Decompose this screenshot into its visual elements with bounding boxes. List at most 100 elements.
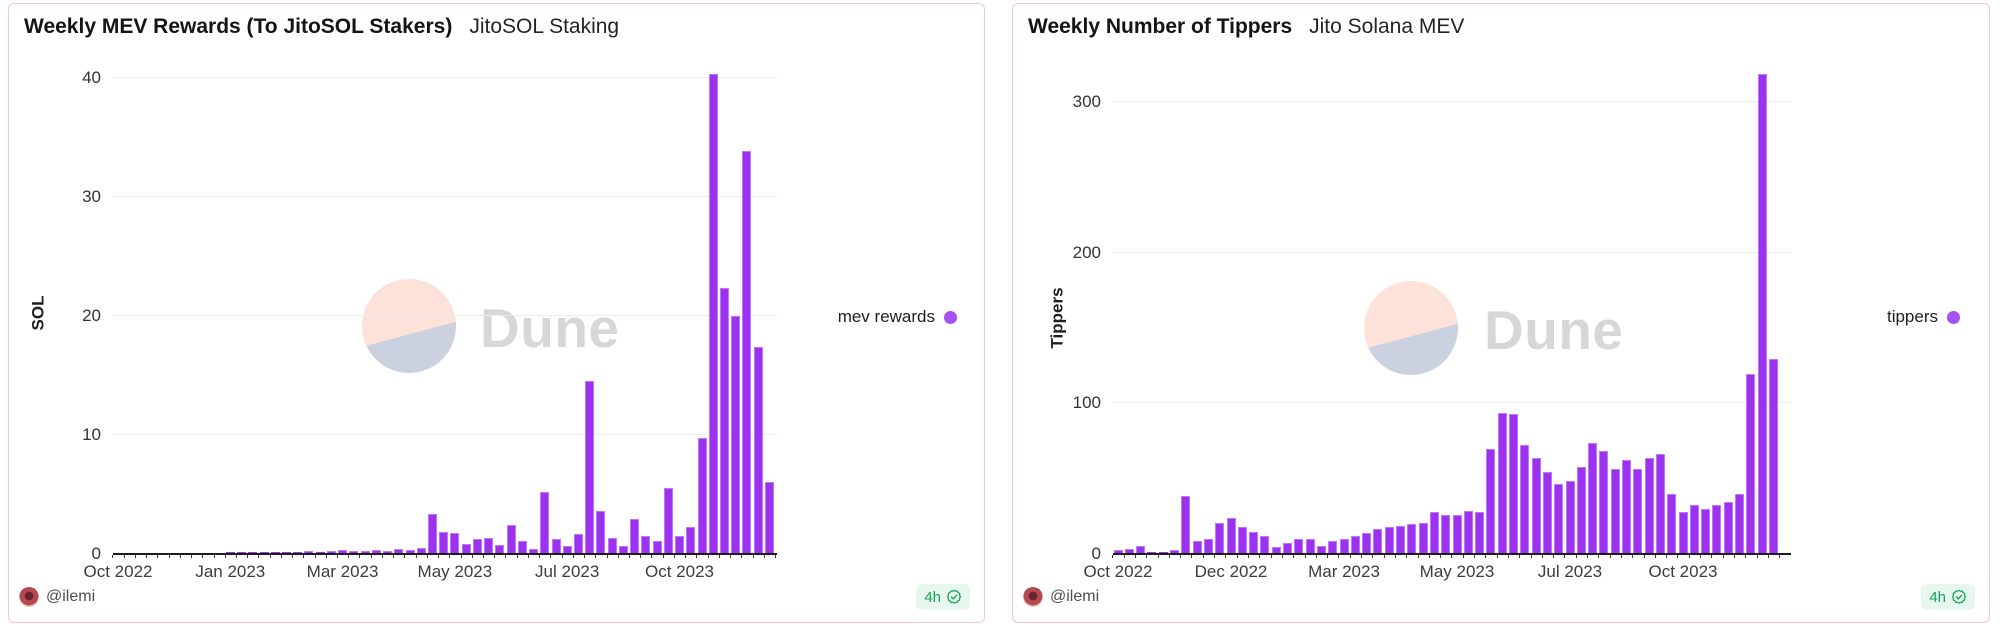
- bar[interactable]: [237, 552, 246, 553]
- bar[interactable]: [697, 437, 707, 553]
- bar[interactable]: [1305, 539, 1315, 553]
- bar[interactable]: [484, 537, 494, 553]
- bar[interactable]: [304, 551, 314, 553]
- bar[interactable]: [1418, 522, 1428, 553]
- bar[interactable]: [1373, 528, 1383, 553]
- bar[interactable]: [315, 551, 325, 553]
- bar[interactable]: [1441, 515, 1451, 553]
- bar[interactable]: [1362, 533, 1372, 553]
- bar[interactable]: [1124, 548, 1134, 553]
- bar[interactable]: [1712, 504, 1722, 553]
- bar[interactable]: [495, 544, 505, 553]
- bar[interactable]: [1283, 542, 1292, 553]
- bar[interactable]: [1735, 494, 1744, 553]
- bar[interactable]: [1158, 551, 1168, 553]
- bar[interactable]: [1497, 412, 1507, 553]
- bar[interactable]: [1339, 539, 1349, 553]
- bar[interactable]: [1294, 539, 1304, 553]
- bar[interactable]: [371, 550, 381, 553]
- plot-area-mev-rewards[interactable]: 0 10 20 30 40 Oct 2022 Jan 2023 Mar 2023 May 202…: [9, 4, 984, 622]
- bar[interactable]: [1622, 459, 1631, 553]
- bar[interactable]: [1576, 467, 1586, 553]
- bar[interactable]: [1746, 373, 1756, 553]
- bar[interactable]: [1170, 550, 1179, 553]
- bar[interactable]: [1316, 545, 1326, 553]
- bar[interactable]: [731, 316, 741, 553]
- bar[interactable]: [416, 548, 426, 553]
- bar[interactable]: [719, 287, 729, 553]
- bar[interactable]: [1475, 512, 1485, 553]
- bar[interactable]: [349, 551, 359, 553]
- bar[interactable]: [573, 534, 583, 553]
- bar[interactable]: [1542, 471, 1552, 553]
- bar[interactable]: [203, 552, 213, 553]
- bar[interactable]: [686, 526, 696, 553]
- plot-area-tippers[interactable]: 0 100 200 300 Oct 2022 Dec 2022 Mar 2023 May 20…: [1013, 4, 1989, 622]
- bar[interactable]: [450, 532, 460, 553]
- bar[interactable]: [529, 549, 538, 553]
- bar[interactable]: [248, 552, 258, 553]
- bar[interactable]: [506, 524, 516, 553]
- bar[interactable]: [1429, 512, 1439, 553]
- bar[interactable]: [1701, 509, 1711, 553]
- bar[interactable]: [1678, 512, 1688, 553]
- bar[interactable]: [764, 481, 774, 553]
- bar[interactable]: [1565, 480, 1575, 553]
- bar[interactable]: [1181, 495, 1191, 553]
- bar[interactable]: [663, 487, 673, 553]
- bar[interactable]: [1757, 73, 1767, 553]
- bar[interactable]: [1260, 536, 1270, 553]
- bar[interactable]: [585, 380, 595, 553]
- bar[interactable]: [1723, 501, 1733, 553]
- bar[interactable]: [1644, 458, 1654, 553]
- author-link[interactable]: @ilemi: [19, 587, 95, 607]
- bar[interactable]: [427, 513, 437, 553]
- bar[interactable]: [630, 518, 640, 553]
- bar[interactable]: [742, 151, 752, 553]
- bar[interactable]: [1452, 515, 1462, 553]
- bar[interactable]: [1271, 547, 1281, 553]
- bar[interactable]: [1136, 545, 1146, 553]
- bar[interactable]: [1463, 510, 1473, 553]
- bar[interactable]: [618, 545, 628, 553]
- bar[interactable]: [562, 545, 572, 553]
- bar[interactable]: [641, 536, 651, 553]
- bar[interactable]: [1768, 358, 1778, 553]
- bar[interactable]: [394, 549, 404, 553]
- bar[interactable]: [293, 551, 303, 553]
- bar[interactable]: [1328, 540, 1338, 553]
- bar[interactable]: [225, 552, 235, 553]
- bar[interactable]: [652, 541, 662, 553]
- bar[interactable]: [1689, 504, 1699, 553]
- bar[interactable]: [1396, 525, 1405, 553]
- bar[interactable]: [405, 550, 415, 553]
- legend[interactable]: tippers: [1887, 307, 1960, 327]
- bar[interactable]: [1610, 468, 1620, 553]
- bar[interactable]: [675, 536, 684, 553]
- bar[interactable]: [551, 538, 561, 553]
- bar[interactable]: [338, 550, 348, 553]
- bar[interactable]: [1509, 414, 1518, 553]
- bar[interactable]: [1655, 453, 1665, 553]
- bar[interactable]: [326, 551, 336, 553]
- bar[interactable]: [1192, 540, 1202, 553]
- bar[interactable]: [1599, 450, 1609, 553]
- bar[interactable]: [1226, 518, 1236, 553]
- bar[interactable]: [472, 538, 482, 553]
- bar[interactable]: [1486, 449, 1496, 553]
- bar[interactable]: [1407, 524, 1417, 553]
- bar[interactable]: [1203, 539, 1213, 553]
- bar[interactable]: [1633, 468, 1643, 553]
- bar[interactable]: [708, 73, 718, 553]
- bar[interactable]: [214, 552, 224, 553]
- legend[interactable]: mev rewards: [838, 307, 957, 327]
- bar[interactable]: [1554, 483, 1564, 553]
- bar[interactable]: [461, 543, 471, 553]
- bar[interactable]: [517, 541, 527, 553]
- bar[interactable]: [1384, 527, 1394, 553]
- bar[interactable]: [753, 347, 763, 553]
- bar[interactable]: [259, 552, 269, 553]
- bar[interactable]: [1667, 494, 1677, 553]
- bar[interactable]: [1588, 443, 1598, 553]
- bar[interactable]: [1520, 444, 1530, 553]
